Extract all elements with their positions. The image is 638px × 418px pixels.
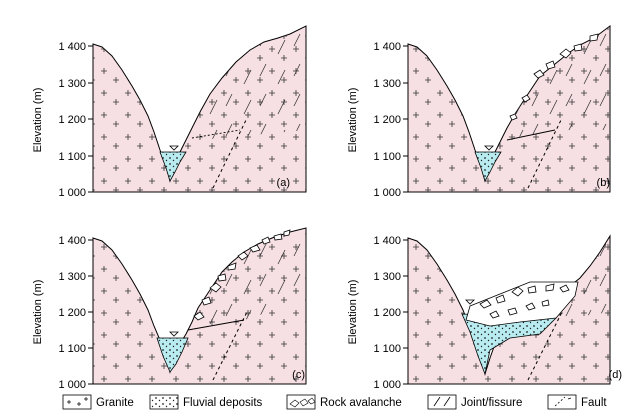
tick-label: 1 400 bbox=[58, 235, 86, 247]
axis-panel-d bbox=[403, 239, 409, 385]
panel-a: (a) bbox=[92, 25, 307, 193]
legend-label-granite: Granite bbox=[96, 397, 134, 409]
legend: Granite Fluvial deposits Rock avalanche … bbox=[62, 394, 607, 410]
sliding-surface bbox=[191, 129, 241, 139]
legend-item-fault: Fault bbox=[547, 394, 607, 410]
panel-tag: (b) bbox=[597, 177, 610, 189]
tick-label: 1 300 bbox=[373, 78, 401, 90]
legend-item-fluvial: Fluvial deposits bbox=[149, 394, 263, 410]
y-axis-title: Elevation (m) bbox=[32, 88, 44, 153]
avalanche-blocks bbox=[193, 229, 291, 321]
fault-line bbox=[212, 311, 248, 381]
panel-d: (d) bbox=[407, 234, 622, 385]
fault-line bbox=[527, 311, 563, 381]
joint-swatch bbox=[427, 394, 457, 410]
water-level-marker bbox=[465, 299, 475, 305]
tick-label: 1 000 bbox=[373, 379, 401, 391]
avalanche-blocks bbox=[509, 33, 599, 121]
fault-line bbox=[527, 117, 563, 189]
panel-tag: (a) bbox=[277, 177, 290, 189]
y-axis-title: Elevation (m) bbox=[347, 88, 359, 153]
tick-label: 1 200 bbox=[58, 307, 86, 319]
water-level-marker bbox=[169, 331, 179, 337]
panel-tag: (d) bbox=[609, 369, 622, 381]
panel-tag: (c) bbox=[292, 369, 305, 381]
tick-label: 1 300 bbox=[58, 78, 86, 90]
tick-label: 1 200 bbox=[373, 114, 401, 126]
fault-line bbox=[212, 117, 248, 189]
axis-panel-c bbox=[88, 239, 94, 385]
legend-item-avalanche: Rock avalanche bbox=[286, 394, 402, 410]
tick-label: 1 100 bbox=[58, 151, 86, 163]
axis-panel-b bbox=[403, 45, 409, 193]
sliding-surface bbox=[506, 129, 556, 141]
legend-label-joint: Joint/fissure bbox=[461, 397, 522, 409]
avalanche-blocks bbox=[479, 283, 570, 319]
granite-swatch bbox=[62, 394, 92, 410]
tick-label: 1 100 bbox=[58, 343, 86, 355]
legend-item-granite: Granite bbox=[62, 394, 134, 410]
panel-c: (c) bbox=[92, 227, 307, 385]
tick-label: 1 300 bbox=[58, 271, 86, 283]
tick-label: 1 000 bbox=[373, 187, 401, 199]
y-axis-title: Elevation (m) bbox=[347, 280, 359, 345]
tick-label: 1 400 bbox=[373, 41, 401, 53]
tick-label: 1 200 bbox=[373, 307, 401, 319]
tick-label: 1 400 bbox=[58, 41, 86, 53]
tick-label: 1 200 bbox=[58, 114, 86, 126]
y-axis-title: Elevation (m) bbox=[32, 280, 44, 345]
sliding-surface bbox=[187, 319, 245, 331]
tick-label: 1 100 bbox=[373, 343, 401, 355]
fault-swatch bbox=[547, 394, 577, 410]
legend-label-fault: Fault bbox=[581, 397, 607, 409]
water-level-marker bbox=[484, 145, 494, 151]
legend-label-fluvial: Fluvial deposits bbox=[183, 397, 263, 409]
tick-label: 1 000 bbox=[58, 379, 86, 391]
water-level-marker bbox=[169, 145, 179, 151]
panel-b: (b) bbox=[407, 25, 611, 193]
legend-label-avalanche: Rock avalanche bbox=[320, 397, 402, 409]
tick-label: 1 400 bbox=[373, 235, 401, 247]
tick-label: 1 300 bbox=[373, 271, 401, 283]
legend-item-joint: Joint/fissure bbox=[427, 394, 522, 410]
axis-panel-a bbox=[88, 45, 94, 193]
tick-label: 1 000 bbox=[58, 187, 86, 199]
tick-label: 1 100 bbox=[373, 151, 401, 163]
